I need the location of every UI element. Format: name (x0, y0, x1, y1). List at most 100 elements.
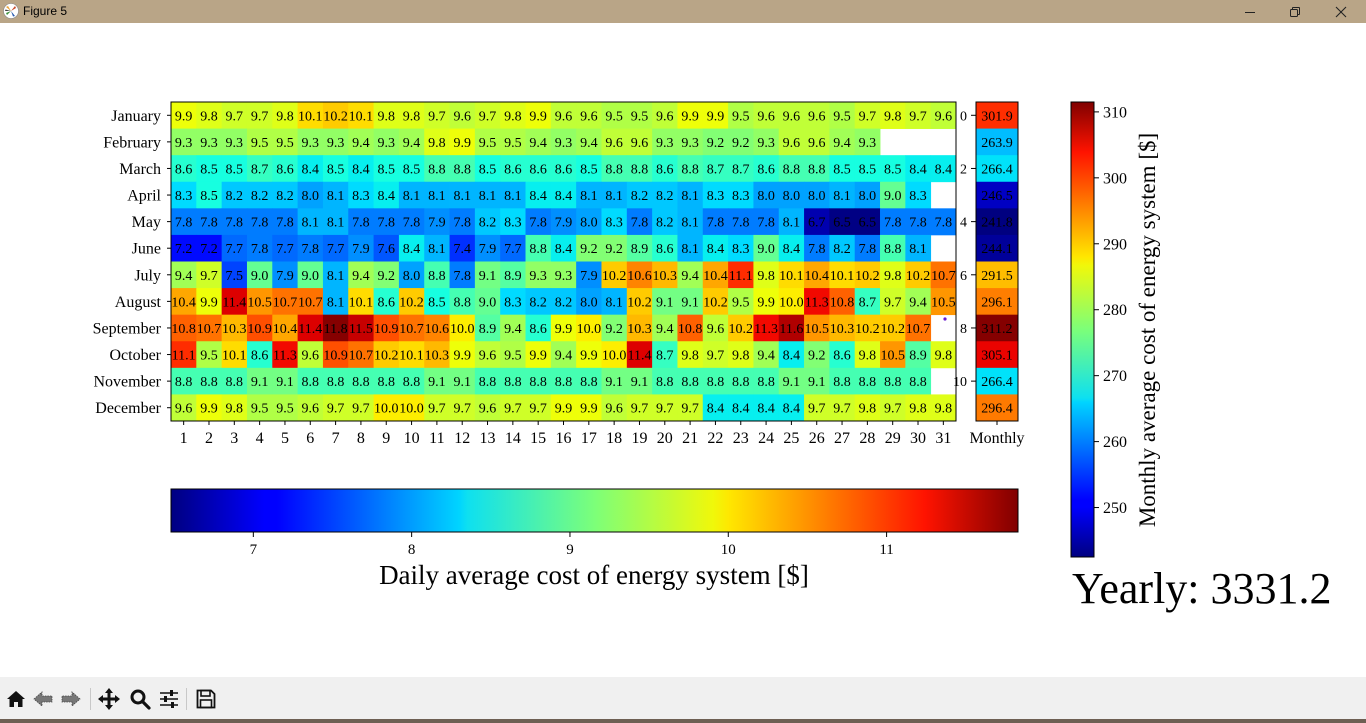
back-button[interactable] (31, 687, 55, 711)
heatmap-cell-label: 7.8 (251, 216, 269, 231)
heatmap-cell (702, 367, 729, 395)
heatmap-cell-label: 8.9 (631, 242, 649, 257)
heatmap-cell (753, 208, 780, 236)
heatmap-cell-label: 6.5 (859, 216, 877, 231)
heatmap-cell-label: 9.8 (504, 109, 522, 124)
heatmap-cell-label: 9.1 (276, 375, 294, 390)
heatmap-cell-label: 9.6 (479, 402, 497, 417)
heatmap-cell (221, 367, 248, 395)
heatmap-cell-label: 10.1 (349, 109, 374, 124)
heatmap-cell-label: 10.2 (703, 295, 728, 310)
heatmap-cell-label: 7.8 (453, 269, 471, 284)
heatmap-cell-label: 8.8 (884, 375, 902, 390)
heatmap-cell-label: 8.8 (200, 375, 218, 390)
heatmap-cell-label: 9.4 (504, 322, 522, 337)
heatmap-cell-label: 10.7 (197, 322, 222, 337)
day-label: 11 (429, 430, 444, 447)
heatmap-cell (576, 261, 602, 289)
heatmap-cell (348, 181, 374, 209)
pan-button[interactable] (97, 687, 121, 711)
heatmap-cell (272, 367, 299, 395)
heatmap-cell (525, 261, 552, 289)
heatmap-cell (500, 155, 526, 183)
save-button[interactable] (194, 687, 218, 711)
heatmap-cell (804, 394, 830, 422)
heatmap-cell-label: 10.3 (627, 322, 652, 337)
heatmap-cell (778, 367, 805, 395)
heatmap-cell-label: 8.0 (302, 189, 320, 204)
heatmap-cell-label: 9.1 (479, 269, 497, 284)
zoom-button[interactable] (128, 687, 152, 711)
heatmap-cell (778, 208, 805, 236)
heatmap-cell (753, 155, 780, 183)
heatmap-cell-label: 10.1 (399, 349, 424, 364)
heatmap-cell (550, 181, 577, 209)
home-button[interactable] (4, 687, 28, 711)
heatmap-cell-label: 8.6 (251, 349, 269, 364)
heatmap-cell (449, 234, 476, 262)
heatmap-cell (449, 394, 476, 422)
heatmap-cell-label: 9.8 (377, 109, 395, 124)
heatmap-cell-label: 8.7 (859, 295, 877, 310)
heatmap-cell-label: 8.5 (200, 162, 218, 177)
heatmap-cell-label: 10.5 (247, 295, 272, 310)
minimize-button[interactable] (1227, 0, 1273, 23)
heatmap-cell (322, 341, 349, 369)
heatmap-cell-label: 8.4 (302, 162, 320, 177)
row-index-label: 0 (960, 109, 967, 124)
monthly-cell (976, 102, 1018, 129)
heatmap-cell (804, 288, 830, 316)
heatmap-cell (246, 102, 273, 129)
heatmap-cell (880, 341, 906, 369)
heatmap-cell (804, 367, 830, 395)
monthly-colorbar-tick-label: 270 (1103, 368, 1127, 385)
heatmap-cell-label: 8.1 (681, 189, 699, 204)
heatmap-cell-label: 8.1 (302, 216, 320, 231)
heatmap-cell-label: 8.0 (757, 189, 775, 204)
heatmap-cell-label: 8.1 (681, 216, 699, 231)
heatmap-cell (424, 341, 450, 369)
heatmap-cell-label: 9.2 (707, 136, 725, 151)
forward-button[interactable] (59, 687, 83, 711)
heatmap-cell-label: 10.7 (399, 322, 424, 337)
heatmap-cell-label: 8.3 (707, 189, 725, 204)
restore-button[interactable] (1272, 0, 1318, 23)
heatmap-cell (652, 181, 678, 209)
heatmap-cell (348, 155, 374, 183)
heatmap-cell (728, 341, 754, 369)
monthly-cell-label: 244.1 (981, 242, 1013, 257)
day-label: 8 (357, 430, 365, 447)
day-label: 22 (707, 430, 723, 447)
heatmap-cell (221, 394, 248, 422)
day-label: 18 (606, 430, 622, 447)
heatmap-cell (246, 234, 273, 262)
month-label: September (93, 320, 162, 337)
heatmap-cell-label: 8.4 (555, 242, 573, 257)
heatmap-cell (525, 288, 552, 316)
heatmap-cell (196, 128, 223, 156)
heatmap-cell-label: 8.8 (555, 375, 573, 390)
monthly-cell-label: 246.5 (981, 189, 1013, 204)
heatmap-cell (905, 102, 932, 129)
configure-subplots-button[interactable] (157, 687, 181, 711)
move-icon (98, 688, 120, 710)
heatmap-cell-label: 8.8 (226, 375, 244, 390)
heatmap-cell (576, 314, 602, 342)
heatmap-cell-label: 8.6 (276, 162, 294, 177)
heatmap-cell (930, 155, 957, 183)
heatmap-cell (348, 261, 374, 289)
heatmap-cell (449, 208, 476, 236)
heatmap-cell (500, 208, 526, 236)
heatmap-cell (753, 181, 780, 209)
heatmap-cell (348, 208, 374, 236)
heatmap-cell-label: 8.0 (859, 189, 877, 204)
heatmap-cell (728, 102, 754, 129)
heatmap-cell (348, 102, 374, 129)
close-button[interactable] (1318, 0, 1364, 23)
heatmap-cell (171, 102, 197, 129)
heatmap-cell-label: 8.0 (808, 189, 826, 204)
monthly-colorbar-tick-label: 300 (1103, 170, 1127, 187)
monthly-cell (976, 128, 1018, 156)
heatmap-cell (804, 341, 830, 369)
heatmap-cell-label: 10.4 (171, 295, 196, 310)
